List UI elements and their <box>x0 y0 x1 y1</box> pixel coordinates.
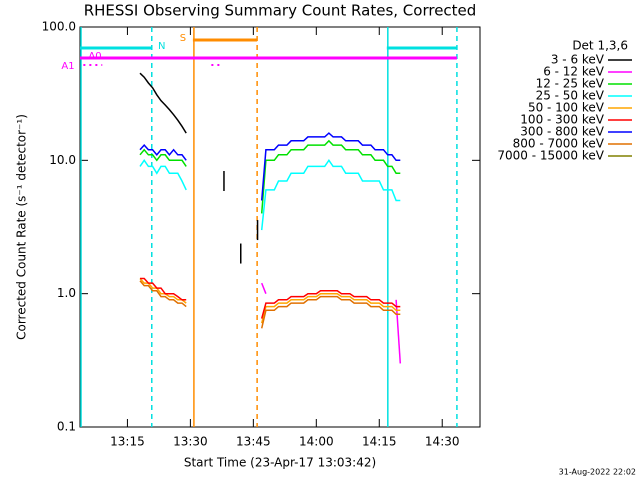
legend-label: 12 - 25 keV <box>536 77 605 91</box>
y-tick-label: 10.0 <box>49 153 76 167</box>
legend-label: 25 - 50 keV <box>536 89 605 103</box>
data-line <box>139 158 187 191</box>
data-line <box>260 139 401 214</box>
data-line <box>140 277 187 301</box>
data-line <box>139 280 187 308</box>
data-line <box>139 143 187 161</box>
y-tick-label: 100.0 <box>42 20 76 34</box>
footer: 31-Aug-2022 22:02 <box>559 468 636 477</box>
legend-label: 50 - 100 keV <box>528 101 605 115</box>
data-line <box>139 148 187 167</box>
data-line <box>260 158 401 231</box>
legend-label: 300 - 800 keV <box>520 125 604 139</box>
data-line <box>260 132 401 201</box>
flag-label: A0 <box>88 51 101 62</box>
legend-label: 6 - 12 keV <box>543 65 605 79</box>
plot-frame <box>79 26 481 428</box>
data-line <box>260 292 401 324</box>
y-tick-label: 1.0 <box>57 286 76 300</box>
data-line <box>260 290 401 319</box>
y-axis-label: Corrected Count Rate (s⁻¹ detector⁻¹) <box>15 114 29 340</box>
legend-label: 7000 - 15000 keV <box>497 149 604 163</box>
data-line <box>261 282 267 294</box>
flag-label: A1 <box>61 61 74 72</box>
data-line <box>139 72 187 134</box>
x-tick-label: 13:45 <box>236 435 271 449</box>
x-tick-label: 13:15 <box>110 435 145 449</box>
x-tick-label: 14:15 <box>362 435 397 449</box>
flag-label: S <box>180 33 186 44</box>
x-tick-label: 13:30 <box>173 435 208 449</box>
legend-label: 100 - 300 keV <box>520 113 604 127</box>
legend-title: Det 1,3,6 <box>572 39 628 53</box>
data-line <box>260 295 401 329</box>
chart-title: RHESSI Observing Summary Count Rates, Co… <box>84 2 477 20</box>
x-tick-label: 14:00 <box>299 435 334 449</box>
flag-label: N <box>158 41 165 52</box>
x-tick-label: 14:30 <box>425 435 460 449</box>
y-tick-label: 0.1 <box>57 420 76 434</box>
x-axis-label: Start Time (23-Apr-17 13:03:42) <box>184 456 376 470</box>
legend-label: 800 - 7000 keV <box>513 137 605 151</box>
legend-label: 3 - 6 keV <box>551 53 605 67</box>
